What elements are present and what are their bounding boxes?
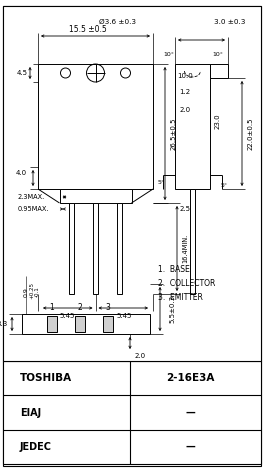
Bar [75,316,85,332]
Text: 10°: 10° [164,52,175,56]
Bar [59,189,131,203]
Text: 16.4MIN.: 16.4MIN. [182,234,188,263]
Text: 2.5: 2.5 [180,206,191,212]
Text: 4.0: 4.0 [16,170,27,176]
Text: 5.5±0.3: 5.5±0.3 [169,295,175,323]
Text: 0.9: 0.9 [23,287,29,297]
Text: —: — [185,442,195,452]
Text: —: — [185,408,195,417]
Text: 15.5 ±0.5: 15.5 ±0.5 [69,24,106,33]
Text: TOSHIBA: TOSHIBA [20,373,72,383]
Bar [93,203,98,294]
Bar [22,314,150,334]
Text: 3.  EMITTER: 3. EMITTER [158,293,203,302]
Bar [117,203,122,294]
Bar [69,203,74,294]
Text: 0.95MAX.: 0.95MAX. [18,206,50,212]
Text: 5.45: 5.45 [117,313,132,319]
Bar [47,316,57,332]
Text: Ø3.6 ±0.3: Ø3.6 ±0.3 [99,19,136,25]
Text: 23.0: 23.0 [214,113,220,129]
Text: 2.0: 2.0 [180,107,191,113]
Bar [103,316,113,332]
Text: 3.0 ±0.3: 3.0 ±0.3 [214,19,246,25]
Text: 26.5±0.5: 26.5±0.5 [171,117,177,150]
Text: 2.  COLLECTOR: 2. COLLECTOR [158,279,215,287]
Text: 1.2: 1.2 [180,89,191,95]
Text: 10°: 10° [213,52,223,56]
Bar [3,6,261,361]
Text: 1: 1 [50,303,54,311]
Bar [190,189,195,294]
Text: 3.3: 3.3 [0,321,8,327]
Text: 4.5: 4.5 [16,70,27,76]
Text: 3: 3 [106,303,110,311]
Text: +0.25: +0.25 [30,281,35,298]
Text: -0.1: -0.1 [35,287,40,297]
Text: 5°: 5° [158,180,164,184]
Text: EIAJ: EIAJ [20,408,41,417]
Bar [38,64,153,189]
Text: 2: 2 [78,303,82,311]
Text: 10.0: 10.0 [177,73,193,79]
Bar [175,64,210,189]
Text: JEDEC: JEDEC [20,442,52,452]
Text: 5°: 5° [220,182,228,188]
Bar [3,361,261,464]
Text: 22.0±0.5: 22.0±0.5 [248,117,254,150]
Text: 5.45: 5.45 [59,313,74,319]
Text: 2.3MAX.: 2.3MAX. [18,194,45,200]
Text: 2.0: 2.0 [134,353,145,359]
Text: 2-16E3A: 2-16E3A [166,373,214,383]
Text: 1.  BASE: 1. BASE [158,265,190,273]
Bar [210,64,228,78]
